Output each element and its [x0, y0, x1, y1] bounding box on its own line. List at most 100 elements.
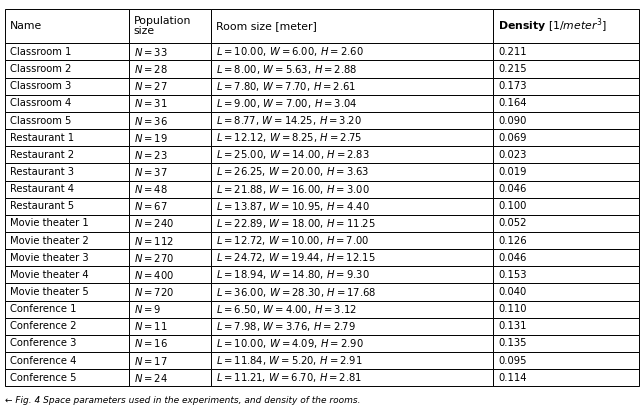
Bar: [5, 198, 129, 215]
Bar: [5, 164, 129, 180]
Text: Classroom 2: Classroom 2: [10, 64, 72, 74]
Bar: [211, 369, 493, 386]
Text: $L = 26.25,\,W = 20.00,\,H = 3.63$: $L = 26.25,\,W = 20.00,\,H = 3.63$: [216, 166, 370, 178]
Bar: [5, 95, 129, 112]
Text: $L = 13.87,\,W = 10.95,\,H = 4.40$: $L = 13.87,\,W = 10.95,\,H = 4.40$: [216, 200, 370, 213]
Text: Restaurant 5: Restaurant 5: [10, 201, 74, 211]
Text: Classroom 1: Classroom 1: [10, 47, 72, 57]
Text: $N = 28$: $N = 28$: [134, 63, 168, 75]
Text: 0.046: 0.046: [498, 184, 527, 194]
Bar: [493, 300, 639, 318]
Text: $L = 12.12,\,W = 8.25,\,H = 2.75$: $L = 12.12,\,W = 8.25,\,H = 2.75$: [216, 131, 362, 144]
Text: $\mathbf{Density}$ $[1/meter^3]$: $\mathbf{Density}$ $[1/meter^3]$: [498, 17, 607, 35]
Bar: [493, 369, 639, 386]
Bar: [493, 129, 639, 146]
Bar: [5, 215, 129, 232]
Text: 0.164: 0.164: [498, 98, 527, 109]
Bar: [211, 78, 493, 95]
Text: $N = 31$: $N = 31$: [134, 97, 167, 109]
Bar: [129, 352, 211, 369]
Bar: [129, 43, 211, 60]
Bar: [129, 164, 211, 180]
Text: 0.046: 0.046: [498, 253, 527, 263]
Bar: [211, 180, 493, 198]
Bar: [493, 352, 639, 369]
Text: Population: Population: [134, 16, 191, 26]
Text: 0.100: 0.100: [498, 201, 527, 211]
Text: $N = 23$: $N = 23$: [134, 149, 168, 161]
Text: 0.110: 0.110: [498, 304, 527, 314]
Text: Restaurant 4: Restaurant 4: [10, 184, 74, 194]
Bar: [5, 266, 129, 284]
Bar: [493, 9, 639, 43]
Bar: [129, 266, 211, 284]
Bar: [129, 249, 211, 266]
Text: Name: Name: [10, 21, 42, 31]
Text: $L = 18.94,\,W = 14.80,\,H = 9.30$: $L = 18.94,\,W = 14.80,\,H = 9.30$: [216, 268, 370, 282]
Bar: [211, 232, 493, 249]
Bar: [211, 146, 493, 164]
Text: $N = 27$: $N = 27$: [134, 80, 168, 92]
Text: 0.019: 0.019: [498, 167, 527, 177]
Bar: [129, 78, 211, 95]
Bar: [211, 198, 493, 215]
Bar: [493, 78, 639, 95]
Text: Conference 5: Conference 5: [10, 373, 77, 383]
Bar: [493, 232, 639, 249]
Bar: [5, 249, 129, 266]
Bar: [493, 43, 639, 60]
Bar: [493, 266, 639, 284]
Bar: [493, 180, 639, 198]
Text: Movie theater 4: Movie theater 4: [10, 270, 89, 280]
Text: 0.173: 0.173: [498, 81, 527, 91]
Text: $L = 12.72,\,W = 10.00,\,H = 7.00$: $L = 12.72,\,W = 10.00,\,H = 7.00$: [216, 234, 369, 247]
Bar: [5, 60, 129, 78]
Text: $L = 8.77,\,W = 14.25,\,H = 3.20$: $L = 8.77,\,W = 14.25,\,H = 3.20$: [216, 114, 362, 127]
Bar: [211, 266, 493, 284]
Bar: [129, 112, 211, 129]
Text: 0.090: 0.090: [498, 115, 527, 125]
Text: $L = 21.88,\,W = 16.00,\,H = 3.00$: $L = 21.88,\,W = 16.00,\,H = 3.00$: [216, 182, 370, 196]
Text: $N = 19$: $N = 19$: [134, 132, 168, 144]
Text: Movie theater 3: Movie theater 3: [10, 253, 89, 263]
Bar: [5, 129, 129, 146]
Text: 0.135: 0.135: [498, 339, 527, 349]
Bar: [211, 9, 493, 43]
Bar: [211, 60, 493, 78]
Text: Conference 4: Conference 4: [10, 356, 77, 366]
Text: 0.215: 0.215: [498, 64, 527, 74]
Text: ← Fig. 4 Space parameters used in the experiments, and density of the rooms.: ← Fig. 4 Space parameters used in the ex…: [5, 396, 360, 405]
Text: $L = 11.84,\,W = 5.20,\,H = 2.91$: $L = 11.84,\,W = 5.20,\,H = 2.91$: [216, 354, 363, 367]
Bar: [129, 284, 211, 300]
Text: $L = 11.21,\,W = 6.70,\,H = 2.81$: $L = 11.21,\,W = 6.70,\,H = 2.81$: [216, 371, 362, 384]
Text: $L = 22.89,\,W = 18.00,\,H = 11.25$: $L = 22.89,\,W = 18.00,\,H = 11.25$: [216, 217, 376, 230]
Text: Restaurant 3: Restaurant 3: [10, 167, 74, 177]
Bar: [211, 284, 493, 300]
Text: $N = 33$: $N = 33$: [134, 46, 168, 58]
Text: 0.114: 0.114: [498, 373, 527, 383]
Bar: [129, 146, 211, 164]
Bar: [129, 369, 211, 386]
Bar: [493, 60, 639, 78]
Bar: [211, 300, 493, 318]
Text: $L = 36.00,\,W = 28.30,\,H = 17.68$: $L = 36.00,\,W = 28.30,\,H = 17.68$: [216, 286, 376, 298]
Bar: [5, 43, 129, 60]
Text: $L = 10.00,\,W = 6.00,\,H = 2.60$: $L = 10.00,\,W = 6.00,\,H = 2.60$: [216, 46, 364, 58]
Text: Conference 2: Conference 2: [10, 321, 77, 331]
Text: $N = 240$: $N = 240$: [134, 217, 174, 229]
Text: 0.052: 0.052: [498, 218, 527, 229]
Bar: [493, 249, 639, 266]
Text: 0.153: 0.153: [498, 270, 527, 280]
Bar: [5, 112, 129, 129]
Bar: [5, 335, 129, 352]
Bar: [5, 318, 129, 335]
Text: Movie theater 5: Movie theater 5: [10, 287, 89, 297]
Bar: [493, 198, 639, 215]
Text: $L = 9.00,\,W = 7.00,\,H = 3.04$: $L = 9.00,\,W = 7.00,\,H = 3.04$: [216, 97, 358, 110]
Bar: [129, 129, 211, 146]
Bar: [493, 164, 639, 180]
Bar: [493, 95, 639, 112]
Bar: [5, 180, 129, 198]
Text: $L = 8.00,\,W = 5.63,\,H = 2.88$: $L = 8.00,\,W = 5.63,\,H = 2.88$: [216, 62, 357, 76]
Text: Conference 3: Conference 3: [10, 339, 77, 349]
